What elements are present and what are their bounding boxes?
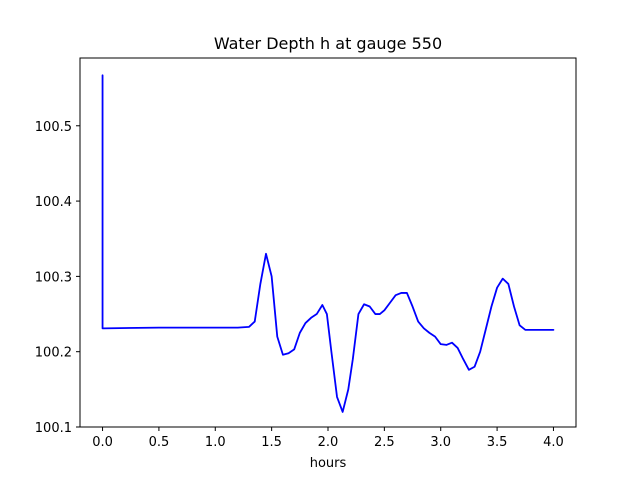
y-tick-label: 100.2: [35, 346, 72, 361]
y-tick-label: 100.4: [35, 195, 72, 210]
y-tick-label: 100.1: [35, 421, 72, 436]
x-tick-label: 2.5: [374, 435, 395, 450]
x-tick-label: 0.5: [149, 435, 170, 450]
series-line-0: [101, 74, 555, 413]
y-axis-ticks: 100.1 100.2 100.3 100.4 100.5: [35, 120, 80, 436]
x-axis-ticks: 0.0 0.5 1.0 1.5 2.0 2.5 3.0 3.5 4.0: [92, 427, 564, 450]
y-tick-label: 100.5: [35, 120, 72, 135]
x-axis-label: hours: [310, 456, 347, 471]
x-tick-label: 0.0: [92, 435, 113, 450]
x-tick-label: 1.5: [261, 435, 282, 450]
x-tick-label: 3.0: [430, 435, 451, 450]
x-tick-label: 1.0: [205, 435, 226, 450]
x-tick-label: 4.0: [543, 435, 564, 450]
x-tick-label: 3.5: [487, 435, 508, 450]
y-tick-label: 100.3: [35, 270, 72, 285]
x-tick-label: 2.0: [318, 435, 339, 450]
chart-title: Water Depth h at gauge 550: [214, 34, 442, 53]
